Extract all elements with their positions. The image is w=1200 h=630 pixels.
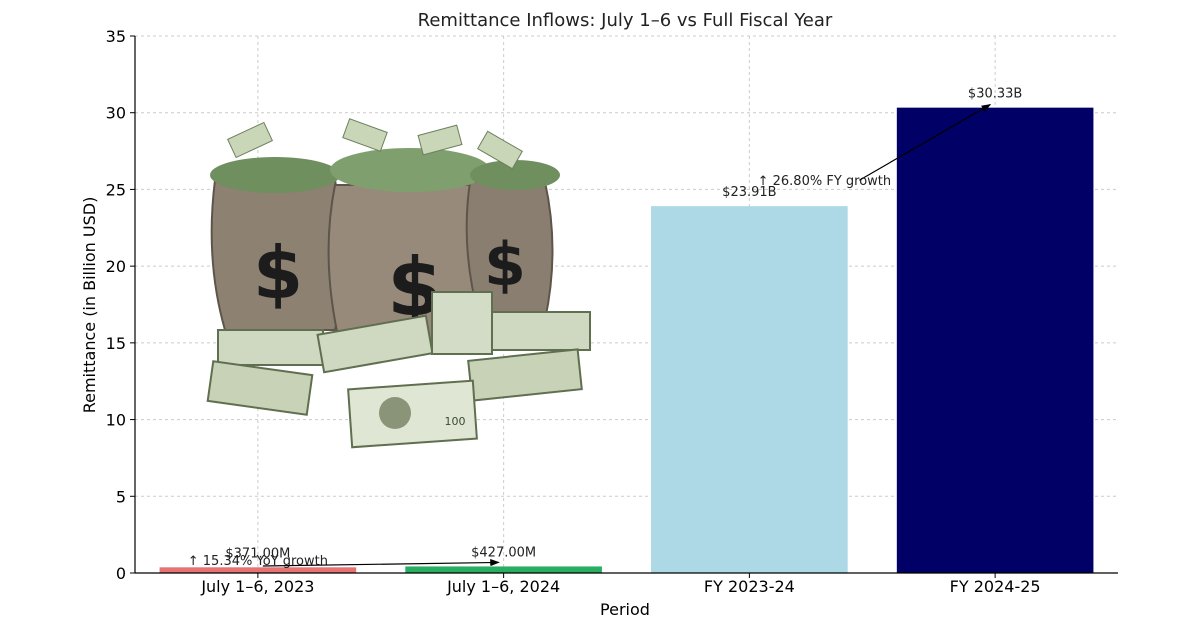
- bar: [405, 566, 602, 573]
- x-tick-label: July 1–6, 2024: [446, 577, 560, 596]
- x-tick-label: FY 2023-24: [704, 577, 795, 596]
- bar: [651, 206, 848, 573]
- y-tick-label: 15: [106, 334, 126, 353]
- bar: [896, 107, 1094, 573]
- y-tick-label: 20: [106, 257, 126, 276]
- y-tick-label: 35: [106, 27, 126, 46]
- money-bags-illustration: $ $ $ 100: [206, 118, 591, 449]
- annotation-yoy-text: ↑ 15.34% YoY growth: [188, 554, 328, 569]
- chart-title: Remittance Inflows: July 1–6 vs Full Fis…: [418, 10, 833, 31]
- annotation-yoy-arrow: [262, 558, 500, 567]
- annotation-fy-text: ↑ 26.80% FY growth: [758, 174, 892, 189]
- data-labels: $371.00M $427.00M $23.91B $30.33B: [225, 87, 1022, 562]
- axes: [134, 36, 1118, 574]
- data-label: $30.33B: [968, 87, 1022, 102]
- data-label: $23.91B: [722, 185, 776, 200]
- x-axis-label: Period: [600, 600, 650, 619]
- y-tick-labels: 0 5 10 15 20 25 30 35: [106, 27, 135, 583]
- svg-text:$: $: [484, 230, 526, 300]
- y-tick-label: 10: [106, 411, 126, 430]
- svg-text:100: 100: [445, 415, 466, 428]
- y-tick-label: 0: [116, 564, 126, 583]
- svg-text:$: $: [253, 231, 303, 315]
- annotation-fy-arrow: [859, 104, 992, 181]
- bar: [159, 567, 357, 573]
- y-axis-label: Remittance (in Billion USD): [80, 197, 99, 414]
- data-label: $371.00M: [225, 546, 290, 561]
- y-tick-label: 5: [116, 487, 126, 506]
- y-tick-label: 25: [106, 180, 126, 199]
- annotations: ↑ 15.34% YoY growth ↑ 26.80% FY growth: [188, 104, 992, 569]
- bars: [159, 107, 1094, 573]
- data-label: $427.00M: [471, 545, 536, 560]
- x-tick-label: FY 2024-25: [950, 577, 1041, 596]
- x-tick-labels: July 1–6, 2023 July 1–6, 2024 FY 2023-24 FY…: [200, 573, 1041, 596]
- y-tick-label: 30: [106, 104, 126, 123]
- x-tick-label: July 1–6, 2023: [200, 577, 314, 596]
